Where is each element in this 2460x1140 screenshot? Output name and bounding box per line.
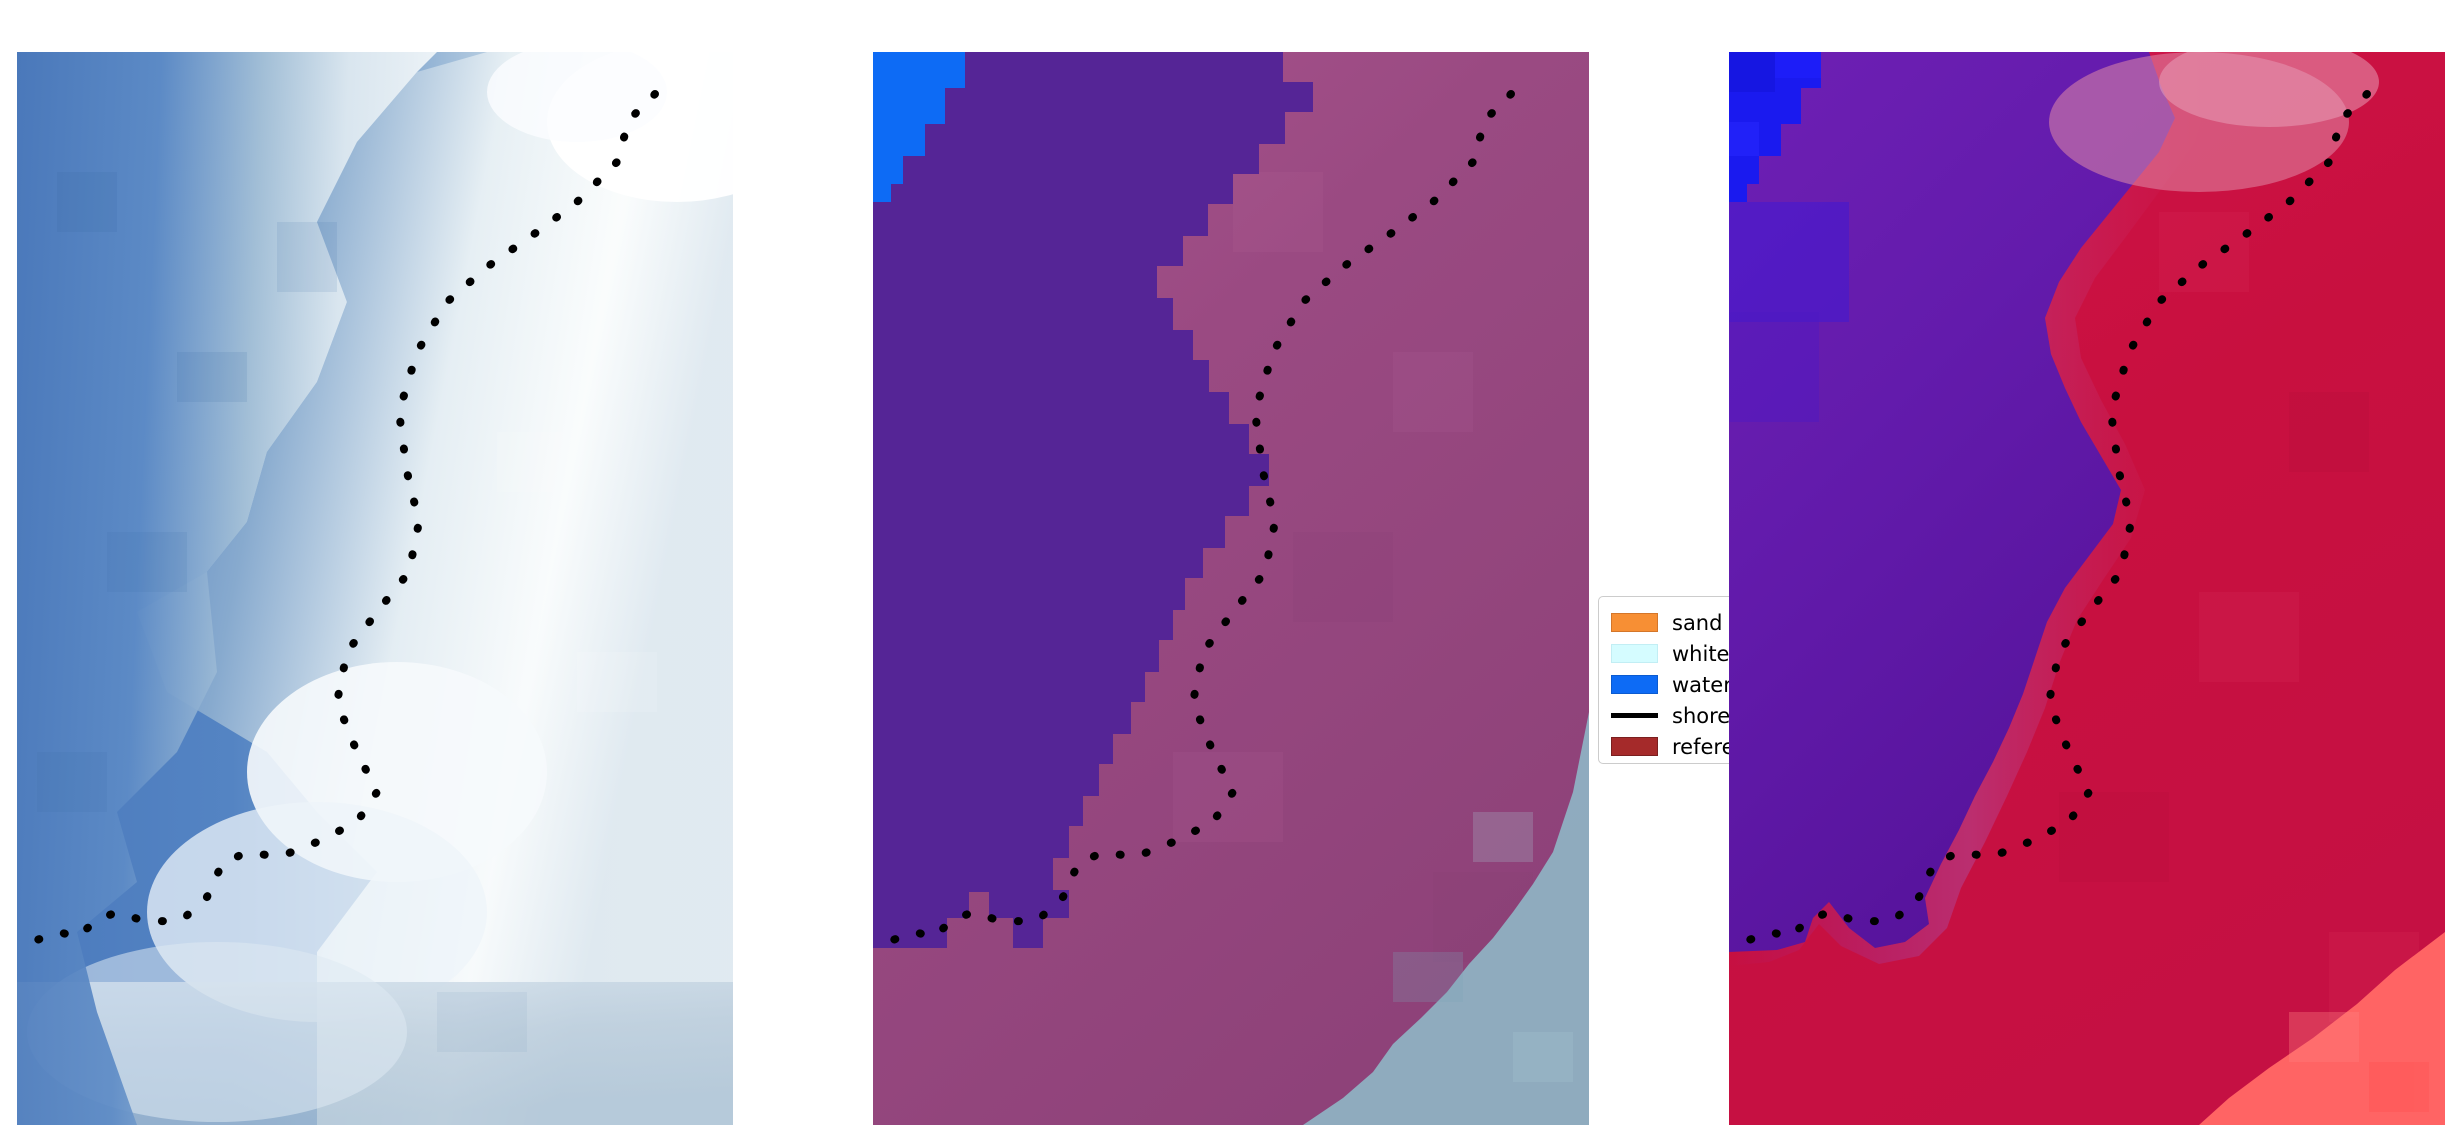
whitewater-swatch bbox=[1611, 644, 1658, 663]
l5-false-colour-image bbox=[1729, 52, 2445, 1125]
panel-l5[interactable]: L5 bbox=[1729, 52, 2445, 1125]
shoreline-line-icon bbox=[1611, 706, 1658, 725]
panel-classified[interactable]: 1989-07-23-09-33-21 bbox=[873, 52, 1589, 1125]
panel-sar0281[interactable]: sar0281 bbox=[17, 52, 733, 1125]
legend-item-water: water bbox=[1611, 669, 1780, 700]
water-swatch bbox=[1611, 675, 1658, 694]
sar-image bbox=[17, 52, 733, 1125]
legend-item-sand: sand bbox=[1611, 607, 1780, 638]
legend-label-water: water bbox=[1672, 672, 1732, 697]
legend-label-sand: sand bbox=[1672, 610, 1723, 635]
sand-swatch bbox=[1611, 613, 1658, 632]
classified-image bbox=[873, 52, 1589, 1125]
reference-shoreline-swatch bbox=[1611, 737, 1658, 756]
